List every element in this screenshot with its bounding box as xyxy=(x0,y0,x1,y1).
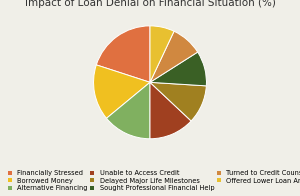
Wedge shape xyxy=(96,26,150,82)
Wedge shape xyxy=(150,82,191,139)
Wedge shape xyxy=(150,31,198,82)
Wedge shape xyxy=(150,26,174,82)
Wedge shape xyxy=(106,82,150,139)
Legend: Financially Stressed, Borrowed Money, Alternative Financing, Unable to Access Cr: Financially Stressed, Borrowed Money, Al… xyxy=(6,169,300,193)
Wedge shape xyxy=(94,65,150,118)
Wedge shape xyxy=(150,82,206,121)
Wedge shape xyxy=(150,52,206,86)
Title: Impact of Loan Denial on Financial Situation (%): Impact of Loan Denial on Financial Situa… xyxy=(25,0,275,8)
